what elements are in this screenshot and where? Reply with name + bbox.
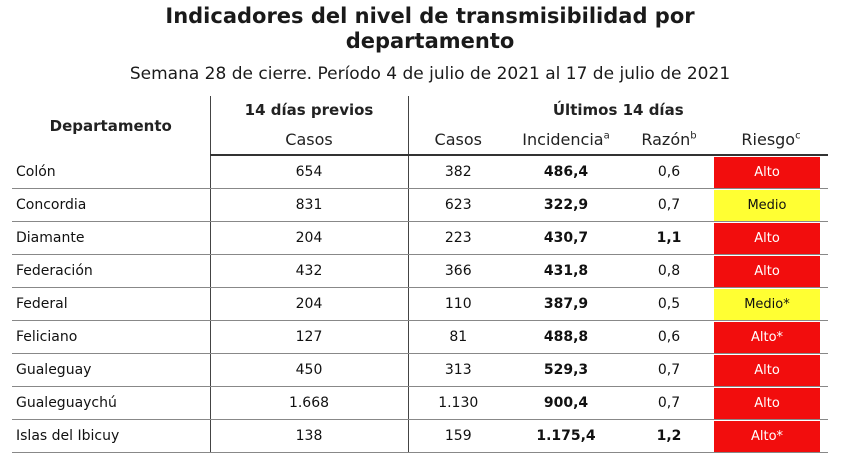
risk-badge: Medio* (714, 288, 820, 320)
cell-razon: 0,6 (624, 320, 714, 354)
cell-incidencia: 387,9 (508, 287, 624, 321)
risk-badge: Alto (714, 156, 820, 188)
cell-razon: 0,7 (624, 386, 714, 420)
cell-casos-previos: 204 (210, 221, 409, 255)
cell-razon: 0,5 (624, 287, 714, 321)
cell-departamento: Feliciano (12, 320, 211, 354)
cell-incidencia: 1.175,4 (508, 419, 624, 453)
cell-departamento: Federal (12, 287, 211, 321)
cell-riesgo: Alto (714, 221, 828, 255)
header-casos-previos: Casos (210, 124, 409, 156)
cell-incidencia: 431,8 (508, 254, 624, 288)
report-subtitle: Semana 28 de cierre. Período 4 de julio … (129, 64, 731, 84)
table-row: Feliciano 127 81 488,8 0,6 Alto* (12, 320, 828, 354)
risk-badge: Alto* (714, 420, 820, 452)
cell-incidencia: 900,4 (508, 386, 624, 420)
cell-departamento: Federación (12, 254, 211, 288)
header-incidencia: Incidenciaa (508, 124, 624, 156)
table-row: Federación 432 366 431,8 0,8 Alto (12, 254, 828, 288)
cell-casos-previos: 450 (210, 353, 409, 387)
risk-badge: Alto (714, 255, 820, 287)
table-row: Federal 204 110 387,9 0,5 Medio* (12, 287, 828, 321)
cell-casos-previos: 654 (210, 155, 409, 189)
cell-riesgo: Alto (714, 254, 828, 288)
cell-casos: 1.130 (408, 386, 508, 420)
cell-departamento: Colón (12, 155, 211, 189)
header-ultimos-14-dias: Últimos 14 días (552, 101, 684, 119)
cell-casos: 313 (408, 353, 508, 387)
risk-badge: Alto (714, 354, 820, 386)
risk-badge: Alto* (714, 321, 820, 353)
header-casos: Casos (408, 124, 508, 156)
title-line-2: departamento (345, 29, 515, 53)
header-riesgo: Riesgoc (714, 124, 828, 156)
cell-casos: 110 (408, 287, 508, 321)
header-14-dias-previos: 14 días previos (210, 96, 409, 124)
cell-riesgo: Alto (714, 155, 828, 189)
cell-casos-previos: 831 (210, 188, 409, 222)
cell-casos: 623 (408, 188, 508, 222)
table-row: Concordia 831 623 322,9 0,7 Medio (12, 188, 828, 222)
cell-incidencia: 529,3 (508, 353, 624, 387)
cell-casos: 159 (408, 419, 508, 453)
table-row: Gualeguay 450 313 529,3 0,7 Alto (12, 353, 828, 387)
table-row: Gualeguaychú 1.668 1.130 900,4 0,7 Alto (12, 386, 828, 420)
header-departamento: Departamento (12, 96, 211, 155)
cell-departamento: Gualeguaychú (12, 386, 211, 420)
cell-departamento: Diamante (12, 221, 211, 255)
cell-casos: 382 (408, 155, 508, 189)
table-row: Islas del Ibicuy 138 159 1.175,4 1,2 Alto* (12, 419, 828, 453)
report-title: Indicadores del nivel de transmisibilida… (0, 4, 860, 54)
cell-razon: 1,2 (624, 419, 714, 453)
cell-riesgo: Alto (714, 353, 828, 387)
cell-casos-previos: 127 (210, 320, 409, 354)
cell-incidencia: 322,9 (508, 188, 624, 222)
cell-casos-previos: 432 (210, 254, 409, 288)
header-razon: Razónb (624, 124, 714, 156)
cell-incidencia: 430,7 (508, 221, 624, 255)
cell-razon: 0,7 (624, 353, 714, 387)
title-line-1: Indicadores del nivel de transmisibilida… (165, 4, 695, 28)
table-row: Diamante 204 223 430,7 1,1 Alto (12, 221, 828, 255)
cell-incidencia: 486,4 (508, 155, 624, 189)
risk-badge: Alto (714, 387, 820, 419)
cell-departamento: Concordia (12, 188, 211, 222)
cell-razon: 0,6 (624, 155, 714, 189)
cell-riesgo: Alto* (714, 419, 828, 453)
cell-incidencia: 488,8 (508, 320, 624, 354)
cell-casos-previos: 204 (210, 287, 409, 321)
cell-departamento: Gualeguay (12, 353, 211, 387)
risk-badge: Alto (714, 222, 820, 254)
cell-casos: 223 (408, 221, 508, 255)
cell-departamento: Islas del Ibicuy (12, 419, 211, 453)
risk-badge: Medio (714, 189, 820, 221)
cell-razon: 0,8 (624, 254, 714, 288)
cell-riesgo: Alto (714, 386, 828, 420)
table-body: Colón 654 382 486,4 0,6 Alto Concordia 831 623 32… (12, 155, 828, 453)
cell-casos: 366 (408, 254, 508, 288)
transmissibility-table: Departamento 14 días previos Últimos 14 … (12, 96, 828, 453)
table-row: Colón 654 382 486,4 0,6 Alto (12, 155, 828, 189)
cell-riesgo: Medio (714, 188, 828, 222)
cell-casos: 81 (408, 320, 508, 354)
cell-casos-previos: 1.668 (210, 386, 409, 420)
cell-casos-previos: 138 (210, 419, 409, 453)
cell-razon: 1,1 (624, 221, 714, 255)
cell-riesgo: Medio* (714, 287, 828, 321)
cell-razon: 0,7 (624, 188, 714, 222)
cell-riesgo: Alto* (714, 320, 828, 354)
